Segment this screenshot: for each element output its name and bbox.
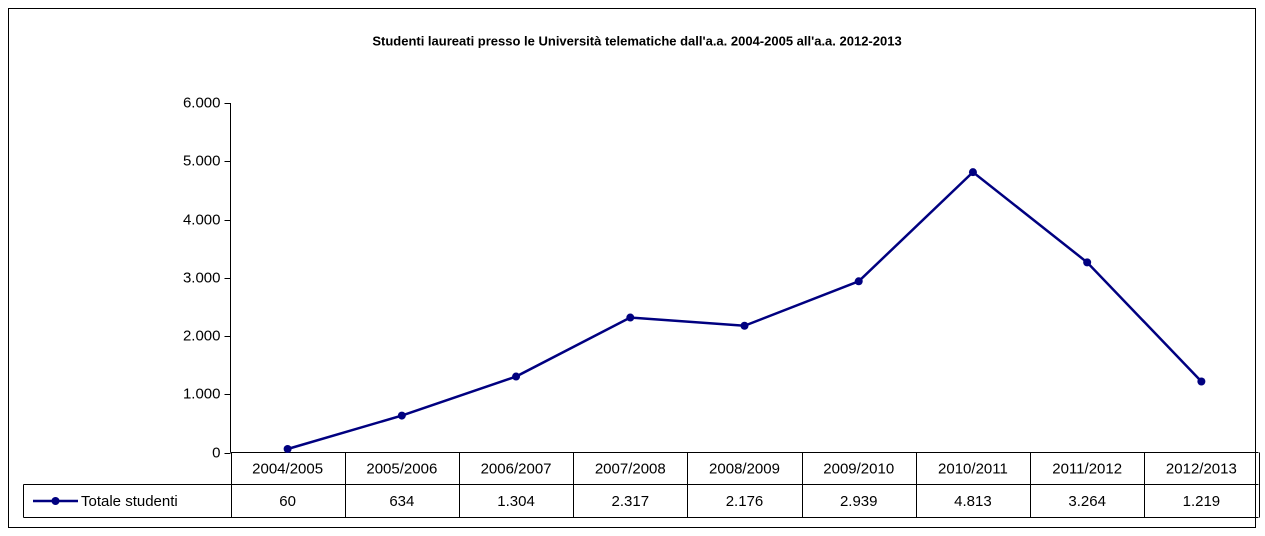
y-tick-label: 0 [212, 444, 220, 461]
data-label: 2.317 [612, 493, 650, 510]
y-tick-label: 1.000 [183, 385, 221, 402]
data-label: 3.264 [1068, 493, 1106, 510]
data-point [626, 313, 635, 322]
x-tick-label: 2012/2013 [1166, 460, 1237, 477]
x-tick-label: 2008/2009 [709, 460, 780, 477]
data-point [1197, 377, 1206, 386]
x-tick-label: 2005/2006 [366, 460, 437, 477]
data-point [283, 445, 292, 454]
data-label: 1.304 [497, 493, 535, 510]
y-tick-label: 6.000 [183, 94, 221, 111]
x-tick-label: 2009/2010 [823, 460, 894, 477]
data-point [854, 277, 863, 286]
data-label: 60 [279, 493, 296, 510]
y-tick-label: 5.000 [183, 152, 221, 169]
data-point [968, 168, 977, 177]
data-point [512, 372, 521, 381]
chart-title: Studenti laureati presso le Università t… [372, 33, 901, 48]
x-tick-label: 2006/2007 [481, 460, 552, 477]
data-label: 1.219 [1183, 493, 1221, 510]
data-label: 2.939 [840, 493, 878, 510]
chart-border [8, 8, 1256, 528]
y-tick-label: 2.000 [183, 327, 221, 344]
legend-label: Totale studenti [81, 493, 178, 510]
y-tick-label: 3.000 [183, 269, 221, 286]
data-label: 634 [389, 493, 414, 510]
data-line [287, 170, 1203, 451]
data-point [1083, 258, 1092, 267]
legend-marker [51, 497, 60, 505]
x-tick-label: 2010/2011 [938, 460, 1008, 477]
data-label: 2.176 [726, 493, 764, 510]
y-tick-label: 4.000 [183, 211, 221, 228]
x-tick-label: 2011/2012 [1052, 460, 1122, 477]
data-point [397, 411, 406, 420]
data-point [740, 321, 749, 330]
x-tick-label: 2004/2005 [252, 460, 323, 477]
x-tick-label: 2007/2008 [595, 460, 666, 477]
data-label: 4.813 [954, 493, 992, 510]
